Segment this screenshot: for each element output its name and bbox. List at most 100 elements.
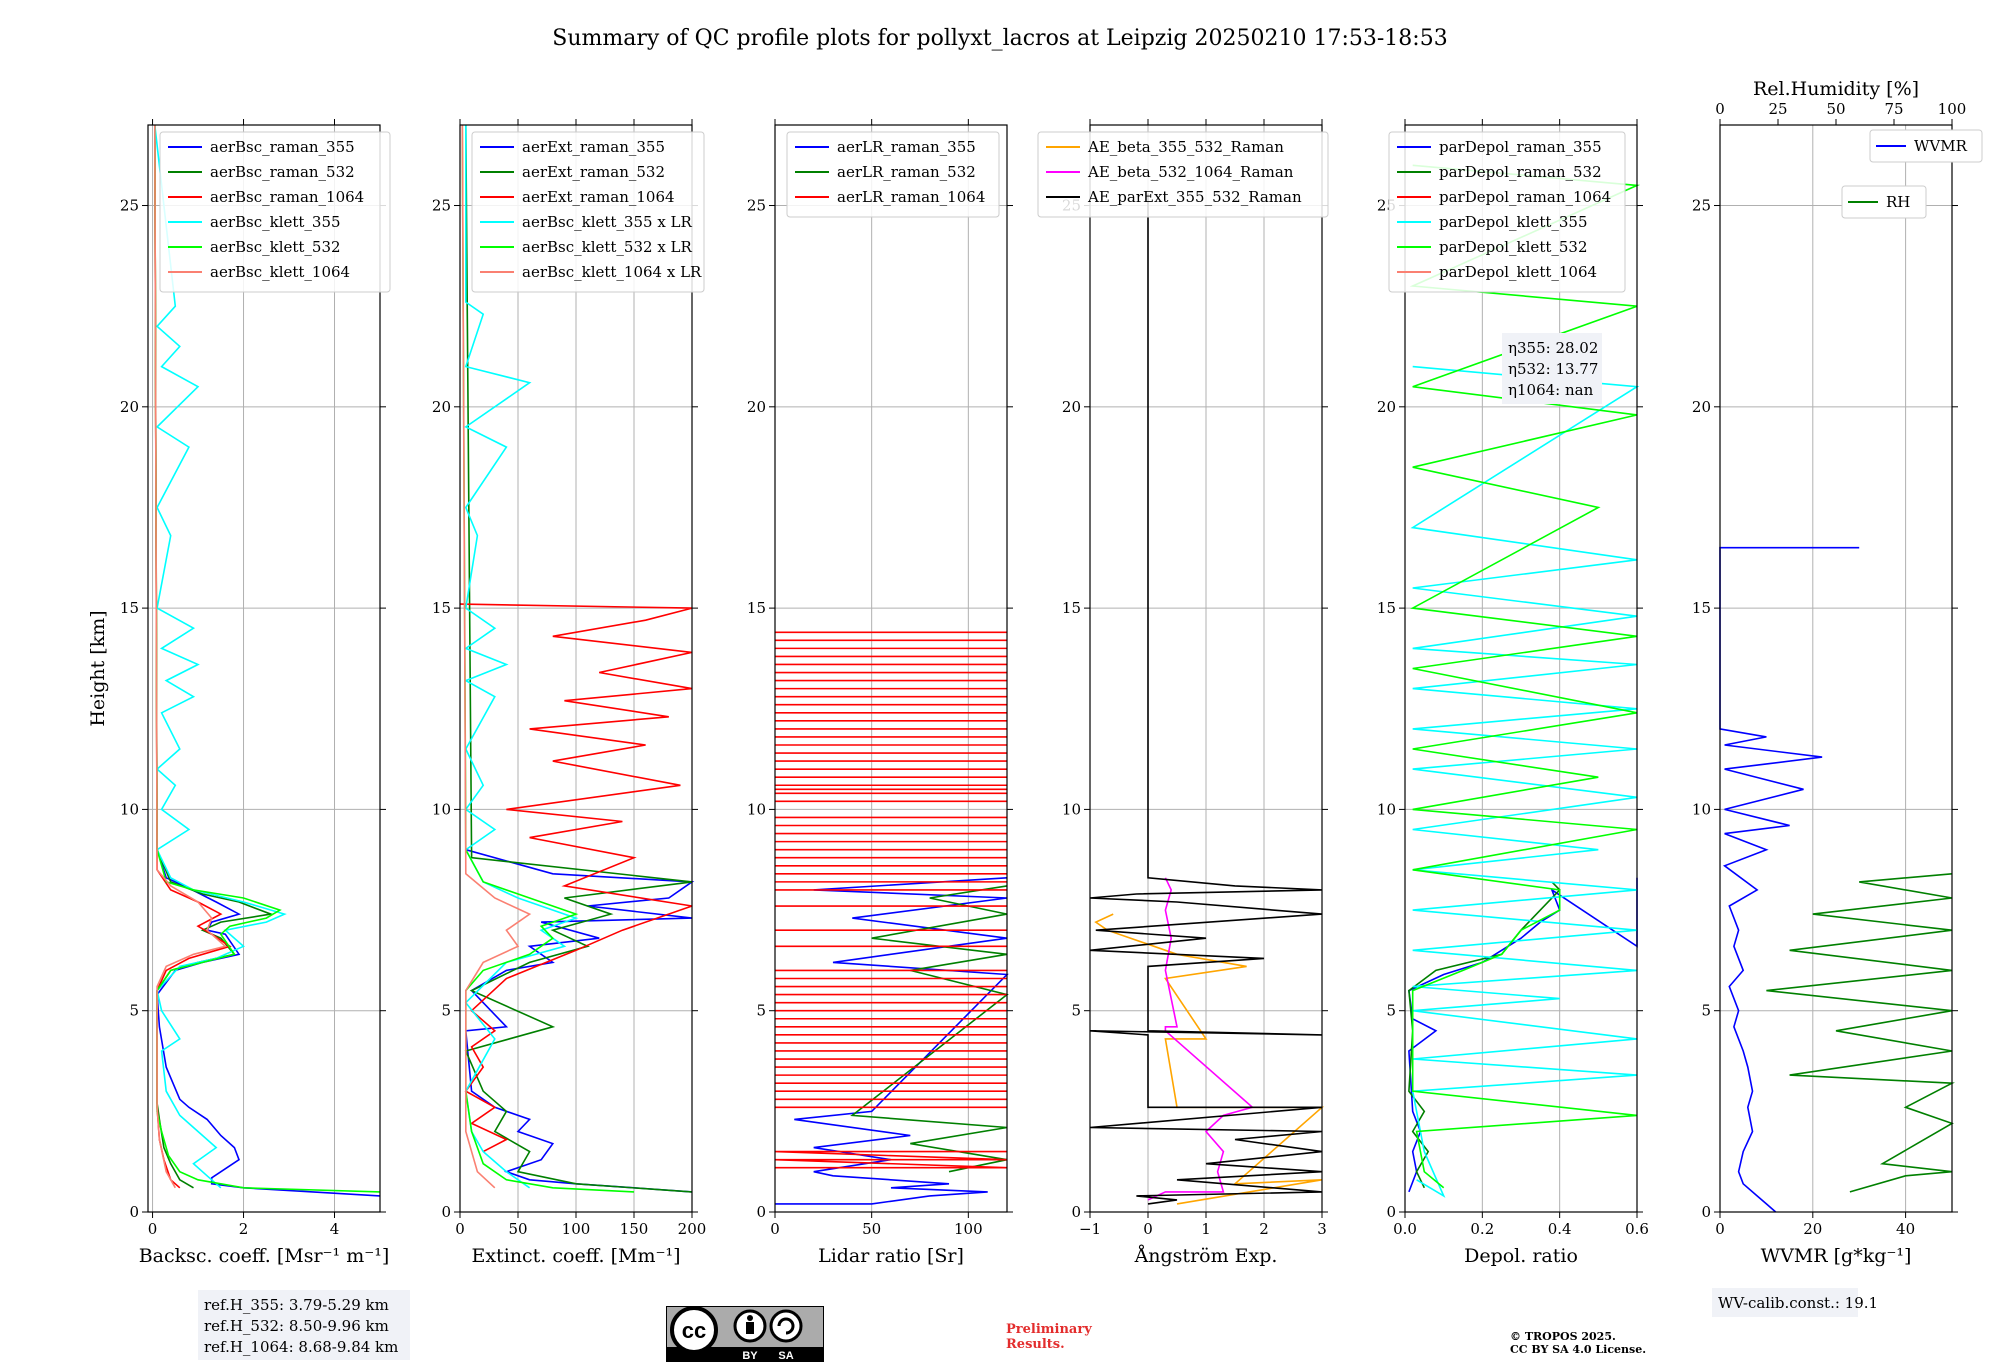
legend-box bbox=[1841, 185, 1927, 219]
x-tick-label: 0.4 bbox=[1548, 1220, 1572, 1238]
y-tick-label: 20 bbox=[1377, 398, 1396, 416]
info-line: ref.H_1064: 8.68-9.84 km bbox=[204, 1338, 398, 1356]
preliminary-note: Preliminary Results. bbox=[1006, 1322, 1092, 1352]
series-line-aerBsc_klett_1064 x LR bbox=[461, 124, 532, 1189]
top-x-tick-label: 0 bbox=[1715, 100, 1725, 118]
x-tick-label: 0.2 bbox=[1470, 1220, 1494, 1238]
legend-label: parDepol_raman_1064 bbox=[1439, 188, 1611, 206]
y-tick-label: 25 bbox=[120, 197, 139, 215]
cc-logo-text: cc bbox=[682, 1318, 706, 1343]
x-tick-label: 3 bbox=[1317, 1220, 1327, 1238]
legend-label: aerExt_raman_355 bbox=[522, 138, 665, 156]
legend-label: aerBsc_raman_1064 bbox=[210, 188, 364, 206]
y-tick-label: 0 bbox=[441, 1203, 451, 1221]
axes-frame bbox=[1719, 124, 1953, 1213]
legend-box bbox=[159, 131, 391, 293]
legend-label: aerLR_raman_355 bbox=[837, 138, 976, 156]
legend-label: aerExt_raman_1064 bbox=[522, 188, 675, 206]
legend-label: parDepol_raman_532 bbox=[1439, 163, 1602, 181]
copyright-line-1: © TROPOS 2025. bbox=[1510, 1330, 1616, 1343]
x-tick-label: 50 bbox=[508, 1220, 527, 1238]
y-tick-label: 20 bbox=[747, 398, 766, 416]
cc-by-sa-badge[interactable]: cc BY SA bbox=[666, 1306, 824, 1362]
x-tick-label: 4 bbox=[330, 1220, 340, 1238]
legend-label: AE_beta_355_532_Raman bbox=[1087, 138, 1284, 156]
axes-frame bbox=[774, 124, 1008, 1213]
sa-label: SA bbox=[778, 1350, 793, 1362]
legend-label: aerBsc_klett_1064 bbox=[210, 263, 350, 281]
x-tick-label: 100 bbox=[562, 1220, 591, 1238]
x-axis-label: Depol. ratio bbox=[1464, 1245, 1578, 1267]
y-tick-label: 5 bbox=[441, 1002, 451, 1020]
x-axis-label: Ångström Exp. bbox=[1134, 1245, 1278, 1267]
y-tick-label: 0 bbox=[129, 1203, 139, 1221]
legend-box bbox=[1869, 129, 1983, 163]
legend-box bbox=[471, 131, 705, 293]
panel-backscatter: 0 2 4 0 5 10 15 20 25 Backsc. coeff. [Msr⁻¹ m⁻¹] H… bbox=[87, 119, 410, 1360]
legend-box bbox=[1037, 131, 1329, 218]
x-tick-label: 100 bbox=[954, 1220, 983, 1238]
legend-label: AE_parExt_355_532_Raman bbox=[1087, 188, 1302, 206]
y-tick-label: 5 bbox=[129, 1002, 139, 1020]
x-tick-label: −1 bbox=[1079, 1220, 1101, 1238]
x-axis-label: Lidar ratio [Sr] bbox=[818, 1245, 964, 1267]
series-line-aerBsc_klett_532 x LR bbox=[461, 124, 635, 1193]
legend-box bbox=[1388, 131, 1626, 293]
series-line-aerBsc_klett_532 bbox=[154, 124, 381, 1193]
info-line: η532: 13.77 bbox=[1508, 360, 1598, 378]
legend-label: AE_beta_532_1064_Raman bbox=[1087, 163, 1294, 181]
cc-logo-icon bbox=[670, 1306, 718, 1354]
x-axis-label: Backsc. coeff. [Msr⁻¹ m⁻¹] bbox=[139, 1245, 390, 1267]
legend-label: aerExt_raman_532 bbox=[522, 163, 665, 181]
x-tick-label: 0 bbox=[770, 1220, 780, 1238]
y-tick-label: 20 bbox=[1692, 398, 1711, 416]
copyright-line-2: CC BY SA 4.0 License. bbox=[1510, 1343, 1647, 1356]
y-tick-label: 25 bbox=[1692, 197, 1711, 215]
info-line: ref.H_532: 8.50-9.96 km bbox=[204, 1317, 389, 1335]
y-tick-label: 15 bbox=[432, 599, 451, 617]
x-tick-label: 20 bbox=[1803, 1220, 1822, 1238]
top-x-tick-label: 75 bbox=[1884, 100, 1903, 118]
y-tick-label: 0 bbox=[756, 1203, 766, 1221]
series-line-aerLR_raman_1064 bbox=[774, 1150, 1008, 1169]
y-tick-label: 15 bbox=[1692, 599, 1711, 617]
legend-label: WVMR bbox=[1914, 137, 1968, 155]
y-tick-label: 0 bbox=[1386, 1203, 1396, 1221]
y-tick-label: 25 bbox=[432, 197, 451, 215]
x-tick-label: 0 bbox=[1715, 1220, 1725, 1238]
x-tick-label: 0 bbox=[455, 1220, 465, 1238]
top-x-tick-label: 50 bbox=[1826, 100, 1845, 118]
y-tick-label: 15 bbox=[120, 599, 139, 617]
series-line-parDepol_raman_355 bbox=[1408, 877, 1638, 1193]
info-line: η1064: nan bbox=[1508, 381, 1594, 399]
y-tick-label: 20 bbox=[1062, 398, 1081, 416]
y-tick-label: 15 bbox=[1377, 599, 1396, 617]
x-axis-label: Extinct. coeff. [Mm⁻¹] bbox=[471, 1245, 680, 1267]
figure-title: Summary of QC profile plots for pollyxt_… bbox=[552, 26, 1447, 51]
y-axis-label: Height [km] bbox=[87, 610, 109, 726]
panel-wv_rh: 0 20 40 0 5 10 15 20 25 0 25 50 75 100 Rel.Humidity [%… bbox=[1692, 78, 1983, 1317]
info-box bbox=[1502, 333, 1602, 404]
series-line-aerExt_raman_1064 bbox=[459, 603, 693, 1153]
series-line-parDepol_klett_355 bbox=[1410, 365, 1640, 1198]
info-box bbox=[1712, 1288, 1858, 1317]
y-tick-label: 25 bbox=[747, 197, 766, 215]
x-tick-label: 40 bbox=[1896, 1220, 1915, 1238]
series-line-aerBsc_klett_355 bbox=[154, 124, 287, 1189]
y-tick-label: 5 bbox=[1701, 1002, 1711, 1020]
legend-label: aerBsc_klett_532 x LR bbox=[522, 238, 693, 256]
y-tick-label: 10 bbox=[1062, 800, 1081, 818]
info-line: ref.H_355: 3.79-5.29 km bbox=[204, 1296, 389, 1314]
legend-box bbox=[786, 131, 1000, 218]
y-tick-label: 5 bbox=[1386, 1002, 1396, 1020]
x-tick-label: 2 bbox=[1259, 1220, 1269, 1238]
y-tick-label: 10 bbox=[120, 800, 139, 818]
series-line-aerLR_raman_355 bbox=[775, 877, 1009, 1205]
series-line-AE_beta_532_1064_Raman bbox=[1147, 877, 1255, 1201]
axes-frame bbox=[147, 124, 381, 1213]
legend-label: parDepol_klett_532 bbox=[1439, 238, 1588, 256]
series-line-aerBsc_klett_355 x LR bbox=[463, 125, 579, 1189]
legend-label: aerBsc_raman_532 bbox=[210, 163, 355, 181]
